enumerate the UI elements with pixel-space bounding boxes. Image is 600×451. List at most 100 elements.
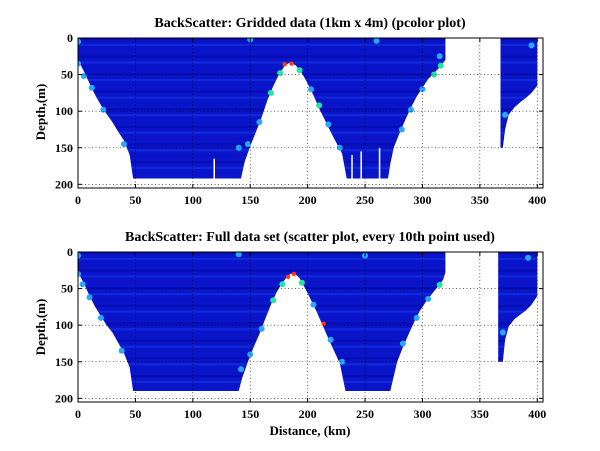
x-tick-label: 300 [413,193,431,207]
y-tick-label: 0 [67,31,73,45]
backscatter-highlight-point [499,329,506,336]
backscatter-highlight-point [437,62,444,69]
backscatter-highlight-point [118,347,125,354]
backscatter-highlight-point [398,126,405,133]
backscatter-texture-band [78,257,538,261]
backscatter-texture-band [78,43,538,47]
data-gap [508,336,511,362]
backscatter-highlight-point [399,340,406,347]
backscatter-highlight-point [279,281,286,288]
backscatter-highlight-point [285,274,291,280]
x-tick-label: 150 [241,407,259,421]
panel-scatter-title: BackScatter: Full data set (scatter plot… [125,230,495,245]
backscatter-highlight-point [298,279,305,286]
x-tick-label: 350 [471,407,489,421]
backscatter-highlight-point [78,252,81,259]
backscatter-region-east [498,252,538,362]
backscatter-highlight-point [528,42,535,49]
backscatter-highlight-point [325,121,332,128]
x-tick-label: 100 [184,407,202,421]
backscatter-highlight-point [86,294,93,301]
backscatter-highlight-point [436,53,443,60]
backscatter-highlight-point [256,119,263,126]
backscatter-highlight-point [291,271,297,277]
backscatter-highlight-point [310,301,317,308]
x-tick-label: 50 [129,407,141,421]
y-tick-label: 200 [55,177,73,191]
backscatter-highlight-point [78,270,81,277]
x-tick-label: 400 [528,193,546,207]
backscatter-highlight-point [80,73,87,80]
backscatter-highlight-point [321,321,326,326]
y-tick-label: 150 [55,141,73,155]
backscatter-highlight-point [413,314,420,321]
backscatter-highlight-point [244,141,251,148]
data-gap [378,147,381,179]
data-gap [508,125,511,148]
backscatter-region-main [78,252,446,391]
backscatter-highlight-point [425,295,432,302]
data-gap [213,158,215,179]
x-tick-label: 50 [129,193,141,207]
y-tick-label: 200 [55,391,73,405]
x-tick-label: 0 [75,407,81,421]
backscatter-highlight-point [336,144,343,151]
x-tick-label: 100 [184,193,202,207]
backscatter-highlight-point [100,106,107,113]
backscatter-texture-band [78,269,538,272]
backscatter-texture-band [78,263,538,266]
backscatter-highlight-point [238,366,245,373]
backscatter-highlight-point [78,60,81,67]
backscatter-highlight-point [296,67,303,74]
backscatter-highlight-point [430,71,437,78]
backscatter-highlight-point [419,86,426,93]
backscatter-highlight-point [277,70,284,77]
x-tick-label: 250 [356,407,374,421]
backscatter-highlight-point [525,254,532,261]
backscatter-texture-band [78,55,538,58]
panel-scatter-xlabel: Distance, (km) [270,423,351,438]
x-tick-label: 300 [413,407,431,421]
backscatter-region-east [500,38,538,148]
backscatter-texture-band [78,287,538,290]
panel-scatter-ylabel: Depth,(m) [33,299,48,356]
backscatter-highlight-point [120,141,127,148]
y-tick-label: 100 [55,318,73,332]
backscatter-region-main [78,38,446,179]
backscatter-highlight-point [282,62,287,67]
backscatter-highlight-point [373,38,380,44]
backscatter-highlight-point [339,358,346,365]
backscatter-highlight-point [235,144,242,151]
y-tick-label: 150 [55,355,73,369]
data-gap [351,155,353,179]
x-tick-label: 350 [471,193,489,207]
panel-gridded-axes-frame [77,37,544,189]
backscatter-highlight-point [316,102,323,109]
backscatter-highlight-point [436,281,443,288]
data-gap [360,151,362,179]
backscatter-highlight-point [258,325,265,332]
backscatter-highlight-point [78,38,81,45]
y-tick-label: 100 [55,104,73,118]
x-tick-label: 150 [241,193,259,207]
backscatter-texture-band [78,73,538,76]
backscatter-highlight-point [327,336,334,343]
x-tick-label: 250 [356,193,374,207]
x-tick-label: 200 [299,193,317,207]
backscatter-highlight-point [88,84,95,91]
x-tick-label: 400 [528,407,546,421]
backscatter-highlight-point [502,111,509,118]
backscatter-texture-band [78,67,538,70]
backscatter-texture-band [78,281,538,284]
backscatter-highlight-point [407,106,414,113]
y-tick-label: 50 [61,68,73,82]
backscatter-highlight-point [270,297,277,304]
backscatter-highlight-point [97,314,104,321]
backscatter-texture-band [78,49,538,52]
y-tick-label: 50 [61,282,73,296]
panel-scatter-axes-frame [77,251,544,403]
x-tick-label: 200 [299,407,317,421]
panel-gridded-ylabel: Depth,(m) [33,84,48,141]
backscatter-highlight-point [289,61,294,66]
